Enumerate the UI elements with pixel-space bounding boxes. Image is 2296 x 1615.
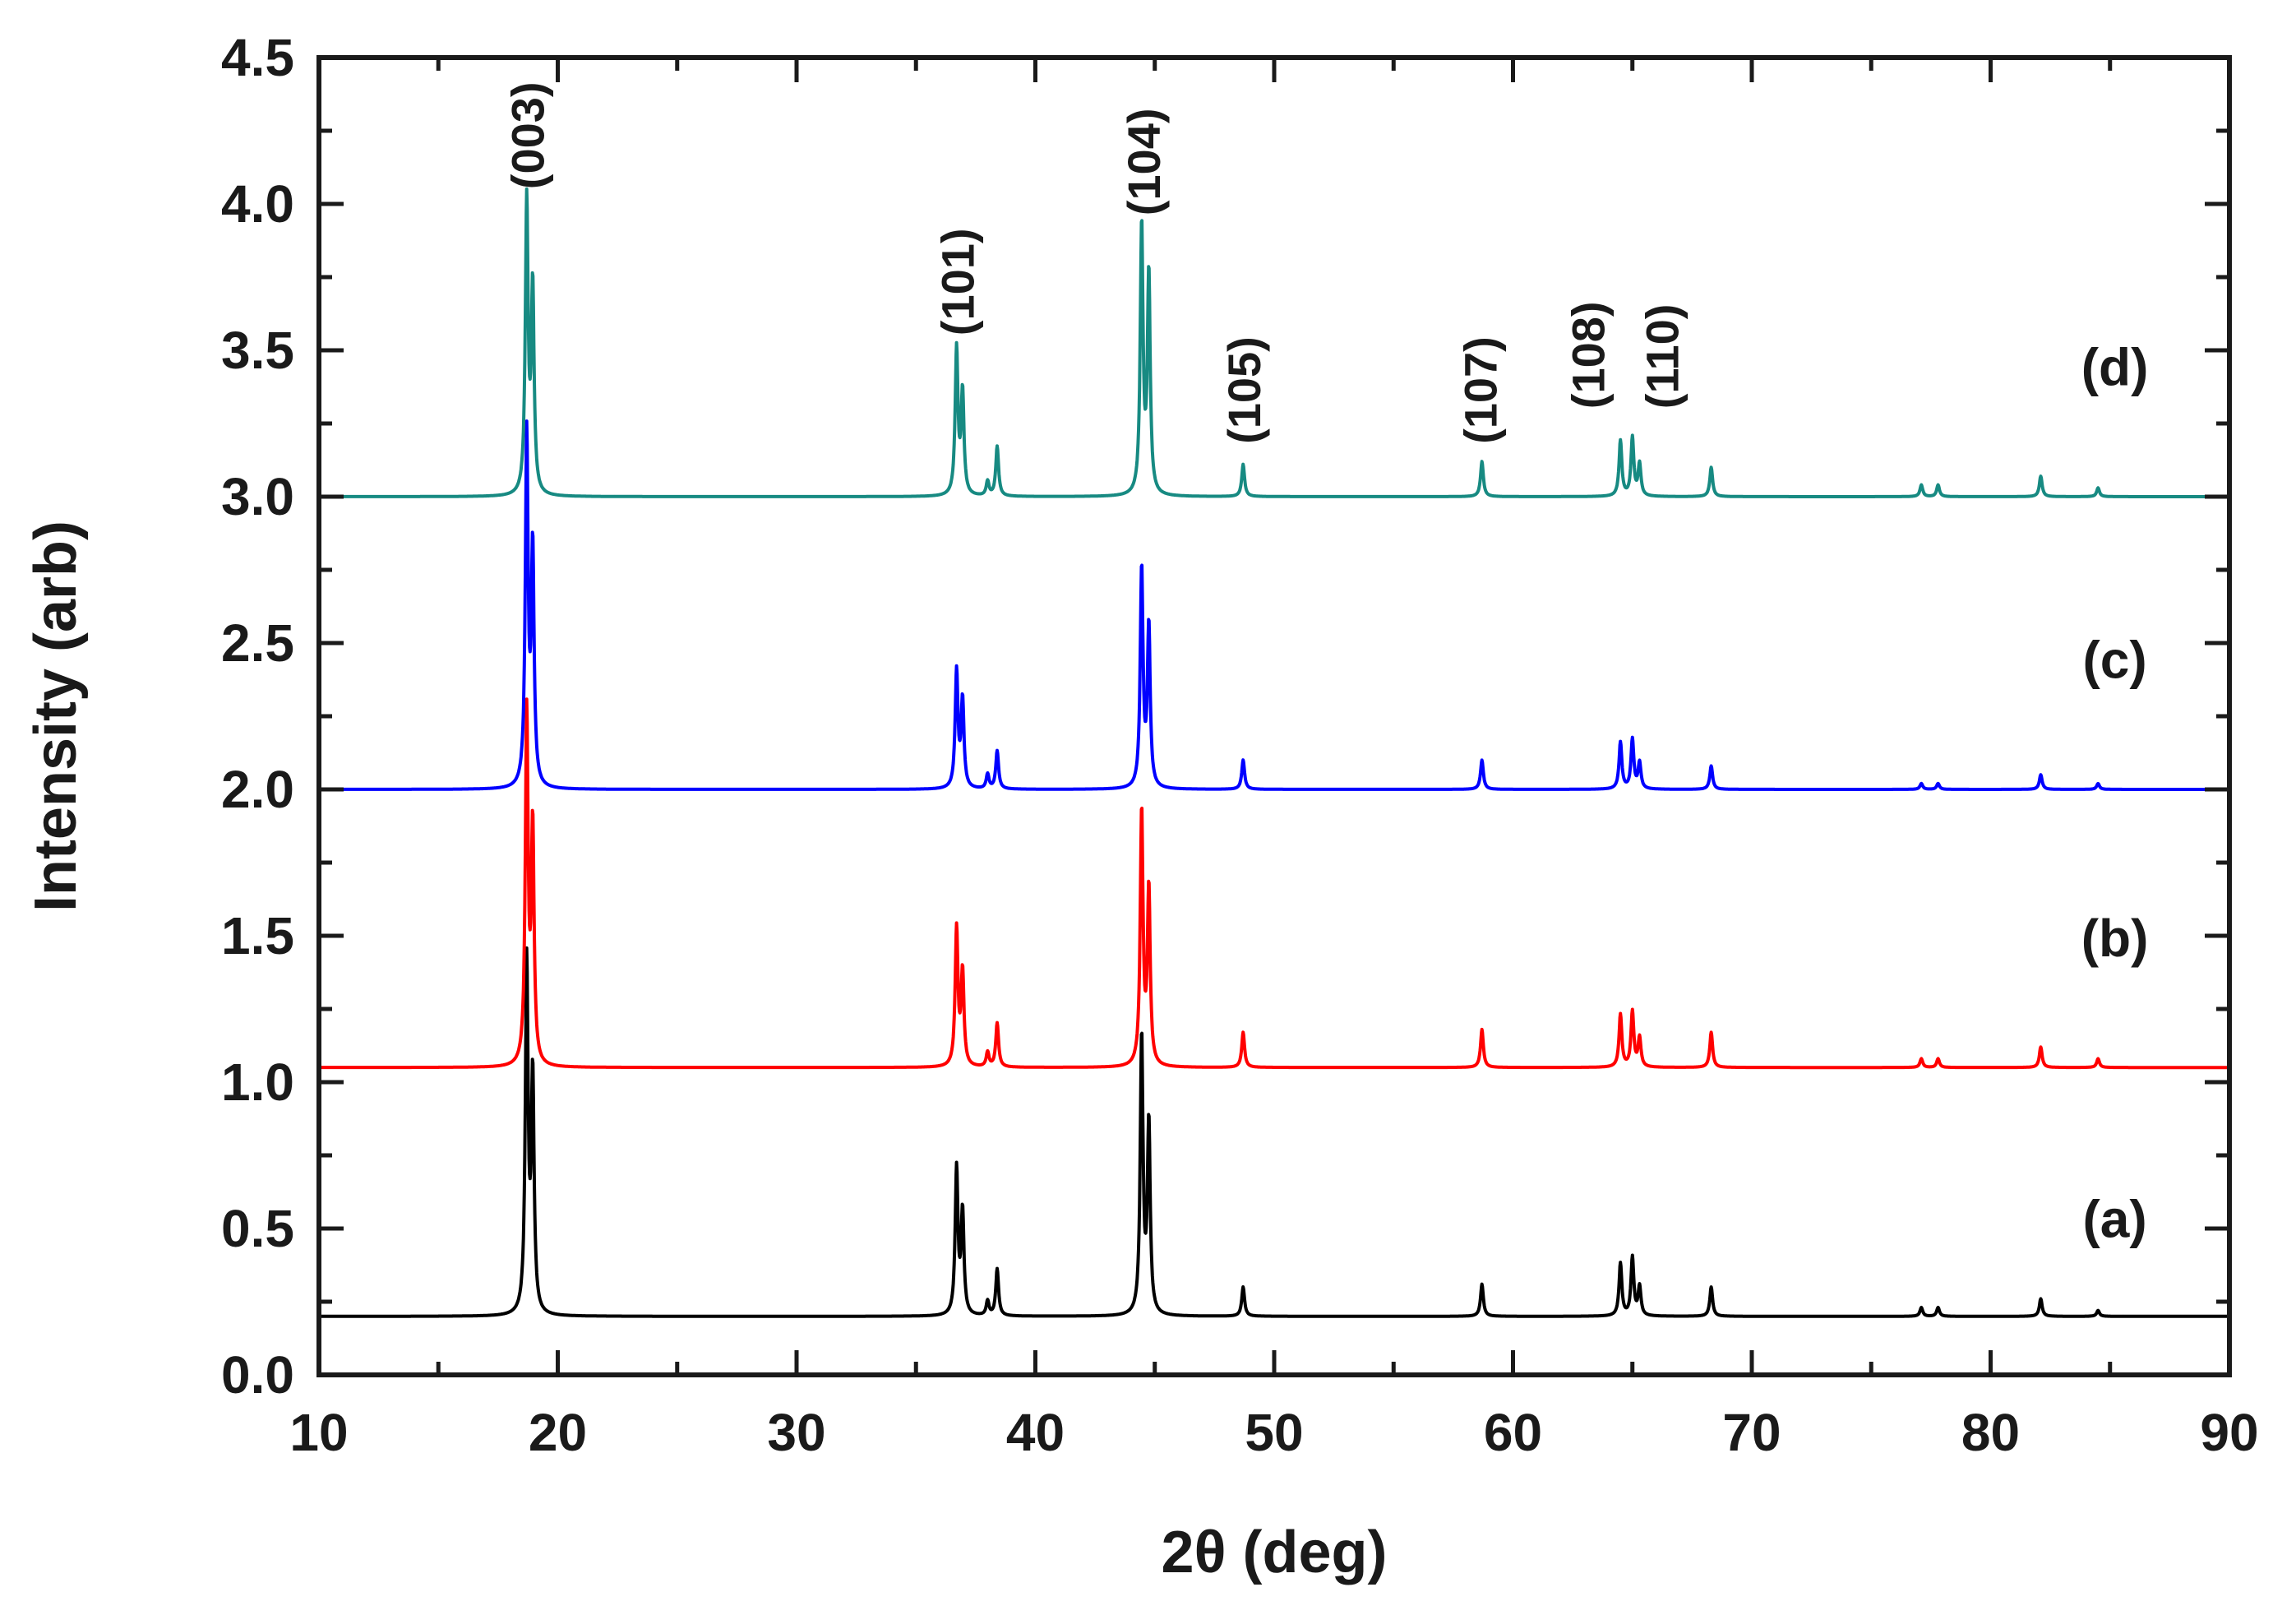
y-tick-label: 4.0	[221, 174, 294, 234]
peak-annotation: (104)	[1118, 109, 1170, 216]
peak-annotation: (105)	[1218, 336, 1270, 444]
x-tick-label: 70	[1722, 1403, 1781, 1462]
x-tick-label: 20	[529, 1403, 587, 1462]
series-label: (b)	[2081, 909, 2149, 968]
x-tick-label: 50	[1245, 1403, 1303, 1462]
y-tick-label: 3.5	[221, 321, 294, 380]
y-tick-label: 2.5	[221, 613, 294, 673]
labels-layer: 10 20 30 40 50 60 70 80 90 0.0 0.5 1.0 1.5 2.0 2.5 3.0 3…	[221, 28, 2259, 1462]
x-axis-title: 2θ (deg)	[1162, 1520, 1388, 1585]
series-label: (a)	[2082, 1190, 2146, 1249]
plot-frame	[316, 55, 2232, 1377]
series-line-1	[317, 697, 2231, 1070]
peak-annotation: (107)	[1455, 336, 1507, 444]
x-tick-label: 80	[1961, 1403, 2020, 1462]
series-line-3	[317, 187, 2231, 498]
series-line-2	[317, 419, 2231, 791]
series-line-0	[317, 946, 2231, 1318]
y-tick-label: 4.5	[221, 28, 294, 87]
x-tick-label: 40	[1006, 1403, 1065, 1462]
y-tick-label: 0.5	[221, 1199, 294, 1258]
peak-annotation: (108)	[1562, 301, 1614, 409]
y-tick-label: 2.0	[221, 760, 294, 819]
x-tick-label: 60	[1484, 1403, 1542, 1462]
peak-annotation: (101)	[932, 228, 984, 335]
x-tick-label: 90	[2200, 1403, 2258, 1462]
y-tick-label: 1.5	[221, 906, 294, 965]
y-tick-label: 3.0	[221, 467, 294, 526]
y-axis-title: Intensity (arb)	[23, 521, 89, 912]
y-tick-label: 0.0	[221, 1345, 294, 1404]
y-tick-label: 1.0	[221, 1053, 294, 1112]
series-label: (d)	[2081, 338, 2149, 397]
series-layer	[317, 187, 2231, 1318]
x-tick-label: 30	[767, 1403, 825, 1462]
x-tick-label: 10	[289, 1403, 348, 1462]
ticks-layer	[316, 55, 2232, 1377]
peak-annotation: (003)	[502, 81, 554, 189]
series-label: (c)	[2082, 631, 2146, 690]
peak-annotation: (110)	[1637, 304, 1689, 410]
